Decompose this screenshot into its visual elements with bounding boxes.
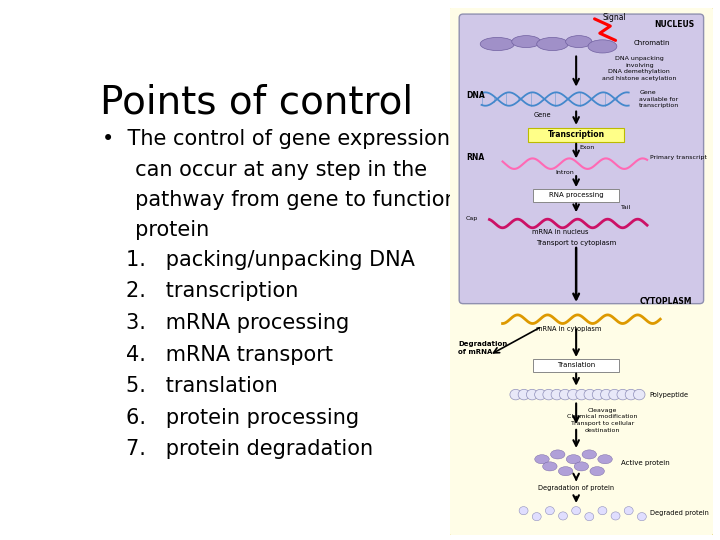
Text: •  The control of gene expression: • The control of gene expression bbox=[102, 129, 450, 149]
Text: 5.   translation: 5. translation bbox=[126, 376, 278, 396]
Text: Translation: Translation bbox=[557, 362, 595, 368]
Circle shape bbox=[535, 389, 546, 400]
Text: Signal: Signal bbox=[603, 13, 626, 22]
FancyBboxPatch shape bbox=[459, 14, 703, 303]
Text: mRNA in cytoplasm: mRNA in cytoplasm bbox=[536, 326, 601, 332]
Circle shape bbox=[572, 507, 580, 515]
Ellipse shape bbox=[588, 40, 617, 53]
Ellipse shape bbox=[551, 450, 565, 459]
Circle shape bbox=[637, 512, 647, 521]
Circle shape bbox=[608, 389, 621, 400]
Text: Cap: Cap bbox=[466, 216, 478, 221]
Text: 6.   protein processing: 6. protein processing bbox=[126, 408, 359, 428]
Circle shape bbox=[510, 389, 521, 400]
FancyBboxPatch shape bbox=[449, 6, 714, 537]
Text: RNA processing: RNA processing bbox=[549, 192, 603, 199]
Text: Degraded protein: Degraded protein bbox=[649, 510, 708, 516]
Text: protein: protein bbox=[102, 220, 210, 240]
Circle shape bbox=[593, 389, 604, 400]
Circle shape bbox=[545, 507, 554, 515]
FancyBboxPatch shape bbox=[533, 189, 619, 202]
Circle shape bbox=[576, 389, 588, 400]
Text: Chromatin: Chromatin bbox=[634, 40, 670, 46]
Text: pathway from gene to functional: pathway from gene to functional bbox=[102, 190, 477, 210]
Text: Polypeptide: Polypeptide bbox=[649, 392, 689, 397]
Circle shape bbox=[532, 512, 541, 521]
Ellipse shape bbox=[590, 467, 604, 476]
Text: 1.   packing/unpacking DNA: 1. packing/unpacking DNA bbox=[126, 250, 415, 270]
Text: RNA: RNA bbox=[466, 153, 484, 162]
Text: 2.   transcription: 2. transcription bbox=[126, 281, 299, 301]
Text: Tail: Tail bbox=[621, 205, 631, 211]
Circle shape bbox=[600, 389, 612, 400]
Text: DNA unpacking
involving
DNA demethylation
and histone acetylation: DNA unpacking involving DNA demethylatio… bbox=[602, 56, 676, 81]
Circle shape bbox=[543, 389, 554, 400]
Text: Active protein: Active protein bbox=[621, 460, 670, 466]
Circle shape bbox=[625, 389, 636, 400]
Text: Degradation of protein: Degradation of protein bbox=[538, 485, 614, 491]
Text: NUCLEUS: NUCLEUS bbox=[654, 20, 694, 29]
Ellipse shape bbox=[567, 455, 581, 464]
Text: mRNA in nucleus: mRNA in nucleus bbox=[532, 229, 589, 235]
Ellipse shape bbox=[543, 462, 557, 471]
Text: Primary transcript: Primary transcript bbox=[649, 155, 706, 160]
Text: Cleavage
Chemical modification
Transport to cellular
destination: Cleavage Chemical modification Transport… bbox=[567, 408, 638, 433]
Text: Degradation
of mRNA: Degradation of mRNA bbox=[458, 341, 507, 355]
Text: can occur at any step in the: can occur at any step in the bbox=[102, 160, 428, 180]
Text: DNA: DNA bbox=[466, 91, 485, 100]
Ellipse shape bbox=[480, 37, 514, 51]
Circle shape bbox=[634, 389, 645, 400]
Circle shape bbox=[611, 512, 620, 520]
Circle shape bbox=[551, 389, 562, 400]
Text: Gene
available for
transcription: Gene available for transcription bbox=[639, 90, 680, 108]
Circle shape bbox=[567, 389, 579, 400]
Ellipse shape bbox=[536, 37, 568, 51]
Text: 4.   mRNA transport: 4. mRNA transport bbox=[126, 345, 333, 364]
Ellipse shape bbox=[582, 450, 596, 459]
FancyBboxPatch shape bbox=[533, 359, 619, 372]
Circle shape bbox=[519, 507, 528, 515]
Ellipse shape bbox=[535, 455, 549, 464]
Circle shape bbox=[518, 389, 530, 400]
Circle shape bbox=[585, 512, 594, 521]
Text: Points of control: Points of control bbox=[100, 84, 413, 122]
Text: 7.   protein degradation: 7. protein degradation bbox=[126, 440, 374, 460]
Circle shape bbox=[584, 389, 595, 400]
Circle shape bbox=[624, 507, 633, 515]
Circle shape bbox=[559, 389, 571, 400]
FancyBboxPatch shape bbox=[528, 127, 624, 142]
Circle shape bbox=[598, 507, 607, 515]
Ellipse shape bbox=[566, 36, 592, 48]
Text: Transport to cytoplasm: Transport to cytoplasm bbox=[536, 240, 616, 246]
Text: Gene: Gene bbox=[534, 112, 551, 118]
Text: CYTOPLASM: CYTOPLASM bbox=[639, 297, 692, 306]
Text: 3.   mRNA processing: 3. mRNA processing bbox=[126, 313, 349, 333]
Text: Exon: Exon bbox=[579, 145, 594, 150]
Ellipse shape bbox=[574, 462, 589, 471]
Ellipse shape bbox=[512, 36, 541, 48]
Text: Transcription: Transcription bbox=[548, 130, 605, 139]
Text: Intron: Intron bbox=[555, 171, 574, 176]
Circle shape bbox=[617, 389, 629, 400]
Circle shape bbox=[526, 389, 538, 400]
Ellipse shape bbox=[598, 455, 612, 464]
Circle shape bbox=[559, 512, 567, 520]
Ellipse shape bbox=[559, 467, 573, 476]
